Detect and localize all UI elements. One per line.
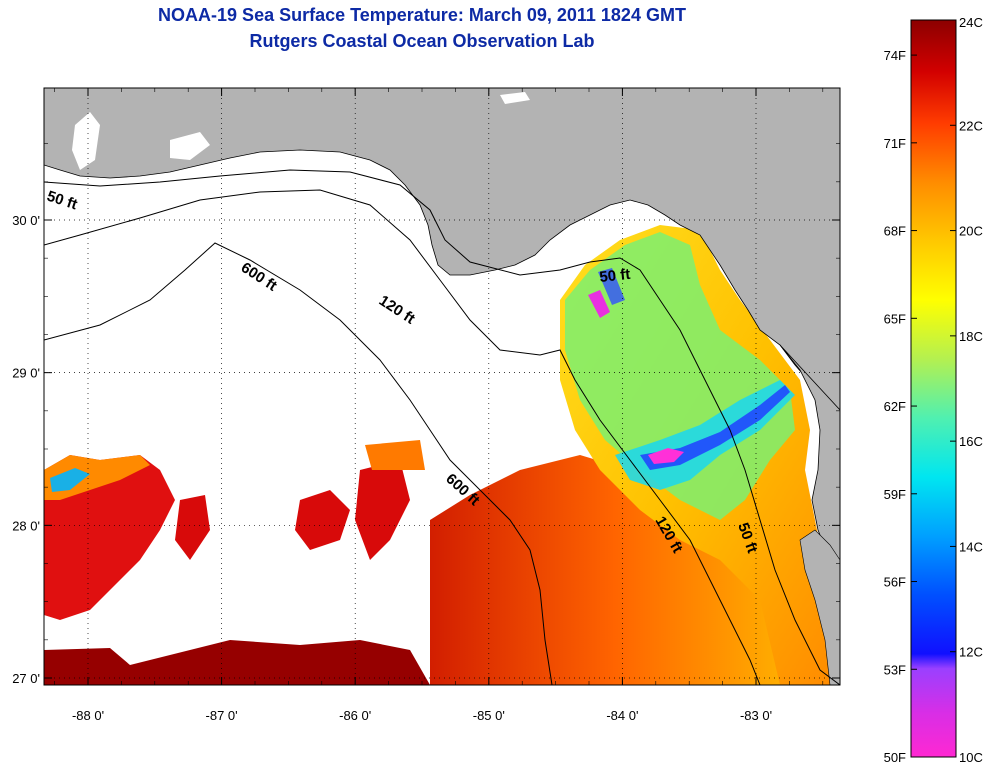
colorbar-f-label: 68F (884, 224, 906, 239)
sst-blue-streaks (640, 385, 790, 470)
lat-axis: 27 0' 28 0' 29 0' 30 0' (12, 213, 40, 686)
lon-tick-label: -84 0' (606, 708, 638, 723)
colorbar-c-label: 10C (959, 750, 983, 765)
sst-dark-red-south (44, 640, 430, 685)
land-bays (72, 92, 530, 170)
colorbar-f-label: 65F (884, 311, 906, 326)
map-title: NOAA-19 Sea Surface Temperature: March 0… (158, 5, 686, 25)
lon-tick-label: -87 0' (206, 708, 238, 723)
colorbar-f-label: 62F (884, 399, 906, 414)
map-subtitle: Rutgers Coastal Ocean Observation Lab (249, 31, 595, 51)
colorbar-f-label: 50F (884, 750, 906, 765)
lon-tick-label: -88 0' (72, 708, 104, 723)
lat-tick-label: 29 0' (12, 366, 40, 381)
lon-tick-label: -85 0' (473, 708, 505, 723)
colorbar-f-label: 74F (884, 48, 906, 63)
sst-orange-west (365, 440, 425, 470)
lat-tick-label: 30 0' (12, 213, 40, 228)
land-south-fl (799, 529, 840, 685)
isobath-50ft (44, 169, 840, 685)
colorbar-c-label: 18C (959, 329, 983, 344)
colorbar-c-label: 14C (959, 539, 983, 554)
isobath-120ft (44, 189, 761, 685)
sst-blue-north (598, 268, 625, 305)
graticule (44, 88, 840, 685)
colorbar (910, 19, 957, 758)
colorbar-c-label: 20C (959, 224, 983, 239)
colorbar-f-label: 56F (884, 575, 906, 590)
sst-sw-blue-edge (50, 468, 90, 492)
colorbar-c-label: 22C (959, 118, 983, 133)
colorbar-f-label: 59F (884, 487, 906, 502)
sst-sw-patch (44, 455, 175, 620)
isobath-label: 50 ft (599, 266, 631, 286)
lon-tick-label: -83 0' (740, 708, 772, 723)
lat-tick-label: 28 0' (12, 518, 40, 533)
lon-axis: -88 0' -87 0' -86 0' -85 0' -84 0' -83 0' (72, 708, 772, 723)
colorbar-ticks: 24C 22C 20C 18C 16C 14C 12C 10C 74F 71F 68F 65F 62F 5… (884, 15, 983, 765)
sst-magenta-core (648, 448, 684, 464)
land-north (44, 88, 840, 411)
sst-magenta-north (588, 290, 610, 318)
colorbar-c-label: 12C (959, 645, 983, 660)
lat-tick-label: 27 0' (12, 671, 40, 686)
map-frame (43, 87, 841, 686)
lon-tick-label: -86 0' (339, 708, 371, 723)
isobath-600ft (44, 242, 553, 685)
colorbar-c-label: 16C (959, 434, 983, 449)
colorbar-f-label: 71F (884, 136, 906, 151)
colorbar-c-label: 24C (959, 15, 983, 30)
land-peninsula (779, 344, 840, 571)
colorbar-f-label: 53F (884, 662, 906, 677)
